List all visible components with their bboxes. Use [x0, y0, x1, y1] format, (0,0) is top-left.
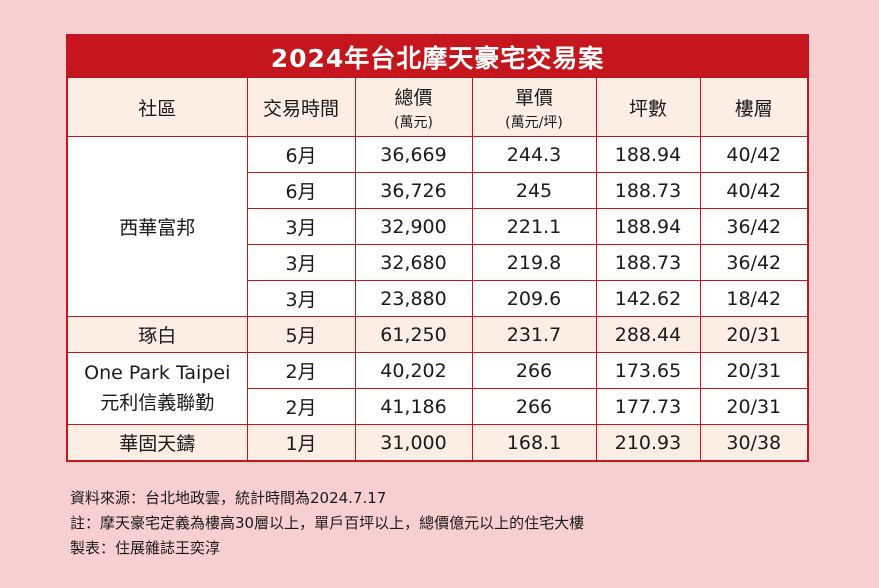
footnote-source: 資料來源：台北地政雲，統計時間為2024.7.17 — [70, 489, 387, 507]
community-name: 華固天鑄 — [119, 433, 196, 455]
unit-price-cell: 266 — [471, 388, 597, 425]
unit-price-cell: 219.8 — [471, 244, 597, 281]
trade-time-cell: 6月 — [246, 136, 356, 173]
total-price-cell: 36,726 — [354, 172, 473, 209]
community-cell: 華固天鑄 — [68, 424, 248, 460]
floor-cell: 20/31 — [699, 388, 807, 425]
total-price-cell: 41,186 — [354, 388, 473, 425]
community-cell: 西華富邦 — [68, 136, 248, 317]
transactions-table-container: 2024年台北摩天豪宅交易案 社區 交易時間 總價 (萬元) 單價 (萬元/坪) 坪… — [66, 34, 809, 462]
table-row: 2月 41,186 266 177.73 20/31 — [68, 388, 807, 425]
table-row: 華固天鑄 1月 31,000 168.1 210.93 30/38 — [68, 424, 807, 460]
trade-time-cell: 6月 — [247, 172, 356, 209]
table-row: 3月 23,880 209.6 142.62 18/42 — [68, 280, 807, 317]
footnotes: 資料來源：台北地政雲，統計時間為2024.7.17 註：摩天豪宅定義為樓高30層… — [70, 486, 584, 561]
area-cell: 173.65 — [595, 352, 701, 389]
community-cell: One Park Taipei 元利信義聯勤 — [68, 352, 248, 425]
unit-price-cell: 245 — [471, 172, 597, 209]
total-price-cell: 23,880 — [354, 280, 473, 317]
area-cell: 177.73 — [595, 388, 701, 425]
area-cell: 210.93 — [595, 424, 701, 460]
header-total-price: 總價 (萬元) — [354, 78, 473, 137]
unit-price-cell: 244.3 — [471, 136, 597, 173]
community-cell: 琢白 — [68, 316, 248, 353]
unit-price-cell: 168.1 — [471, 424, 597, 460]
area-cell: 142.62 — [595, 280, 701, 317]
floor-cell: 40/42 — [699, 136, 807, 173]
unit-price-cell: 266 — [471, 352, 597, 389]
header-unit-price: 單價 (萬元/坪) — [471, 78, 597, 137]
table-body: 西華富邦 6月 36,669 244.3 188.94 40/42 6月 36,726 245 1… — [68, 136, 807, 460]
footnote-definition: 註：摩天豪宅定義為樓高30層以上，單戶百坪以上，總價億元以上的住宅大樓 — [70, 514, 585, 532]
community-name: 元利信義聯勤 — [100, 392, 215, 414]
transactions-table: 社區 交易時間 總價 (萬元) 單價 (萬元/坪) 坪數 樓層 西華富邦 6月 36,6… — [68, 78, 807, 460]
total-price-cell: 36,669 — [354, 136, 473, 173]
unit-price-cell: 209.6 — [471, 280, 597, 317]
trade-time-cell: 3月 — [247, 208, 356, 245]
total-price-cell: 31,000 — [354, 424, 473, 460]
trade-time-cell: 3月 — [247, 244, 356, 281]
total-price-cell: 61,250 — [354, 316, 473, 353]
floor-cell: 18/42 — [699, 280, 807, 317]
trade-time-cell: 3月 — [247, 280, 356, 317]
community-name: 琢白 — [138, 325, 177, 347]
total-price-cell: 40,202 — [354, 352, 473, 389]
table-row: 琢白 5月 61,250 231.7 288.44 20/31 — [68, 316, 807, 353]
area-cell: 288.44 — [595, 316, 701, 353]
header-area: 坪數 — [595, 78, 701, 137]
header-time: 交易時間 — [246, 78, 356, 137]
floor-cell: 20/31 — [699, 352, 807, 389]
trade-time-cell: 2月 — [247, 388, 356, 425]
floor-cell: 36/42 — [699, 244, 807, 281]
footnote-author: 製表：住展雜誌王奕淳 — [70, 539, 221, 557]
area-cell: 188.73 — [595, 172, 701, 209]
unit-price-cell: 231.7 — [471, 316, 597, 353]
table-title: 2024年台北摩天豪宅交易案 — [68, 36, 807, 78]
trade-time-cell: 1月 — [246, 424, 356, 460]
header-floor: 樓層 — [699, 78, 807, 137]
table-row: 西華富邦 6月 36,669 244.3 188.94 40/42 — [68, 136, 807, 317]
total-price-cell: 32,680 — [354, 244, 473, 281]
table-row: 3月 32,680 219.8 188.73 36/42 — [68, 244, 807, 281]
header-community: 社區 — [68, 78, 248, 137]
table-row: One Park Taipei 元利信義聯勤 2月 40,202 266 173.65 20… — [68, 352, 807, 425]
area-cell: 188.94 — [595, 136, 701, 173]
trade-time-cell: 2月 — [246, 352, 356, 389]
trade-time-cell: 5月 — [246, 316, 356, 353]
floor-cell: 40/42 — [699, 172, 807, 209]
unit-price-cell: 221.1 — [471, 208, 597, 245]
area-cell: 188.94 — [595, 208, 701, 245]
floor-cell: 36/42 — [699, 208, 807, 245]
area-cell: 188.73 — [595, 244, 701, 281]
total-price-cell: 32,900 — [354, 208, 473, 245]
community-name: One Park Taipei — [84, 362, 231, 384]
community-name: 西華富邦 — [119, 217, 196, 239]
header-row: 社區 交易時間 總價 (萬元) 單價 (萬元/坪) 坪數 樓層 — [68, 78, 807, 137]
floor-cell: 20/31 — [699, 316, 807, 353]
floor-cell: 30/38 — [699, 424, 807, 460]
table-row: 3月 32,900 221.1 188.94 36/42 — [68, 208, 807, 245]
